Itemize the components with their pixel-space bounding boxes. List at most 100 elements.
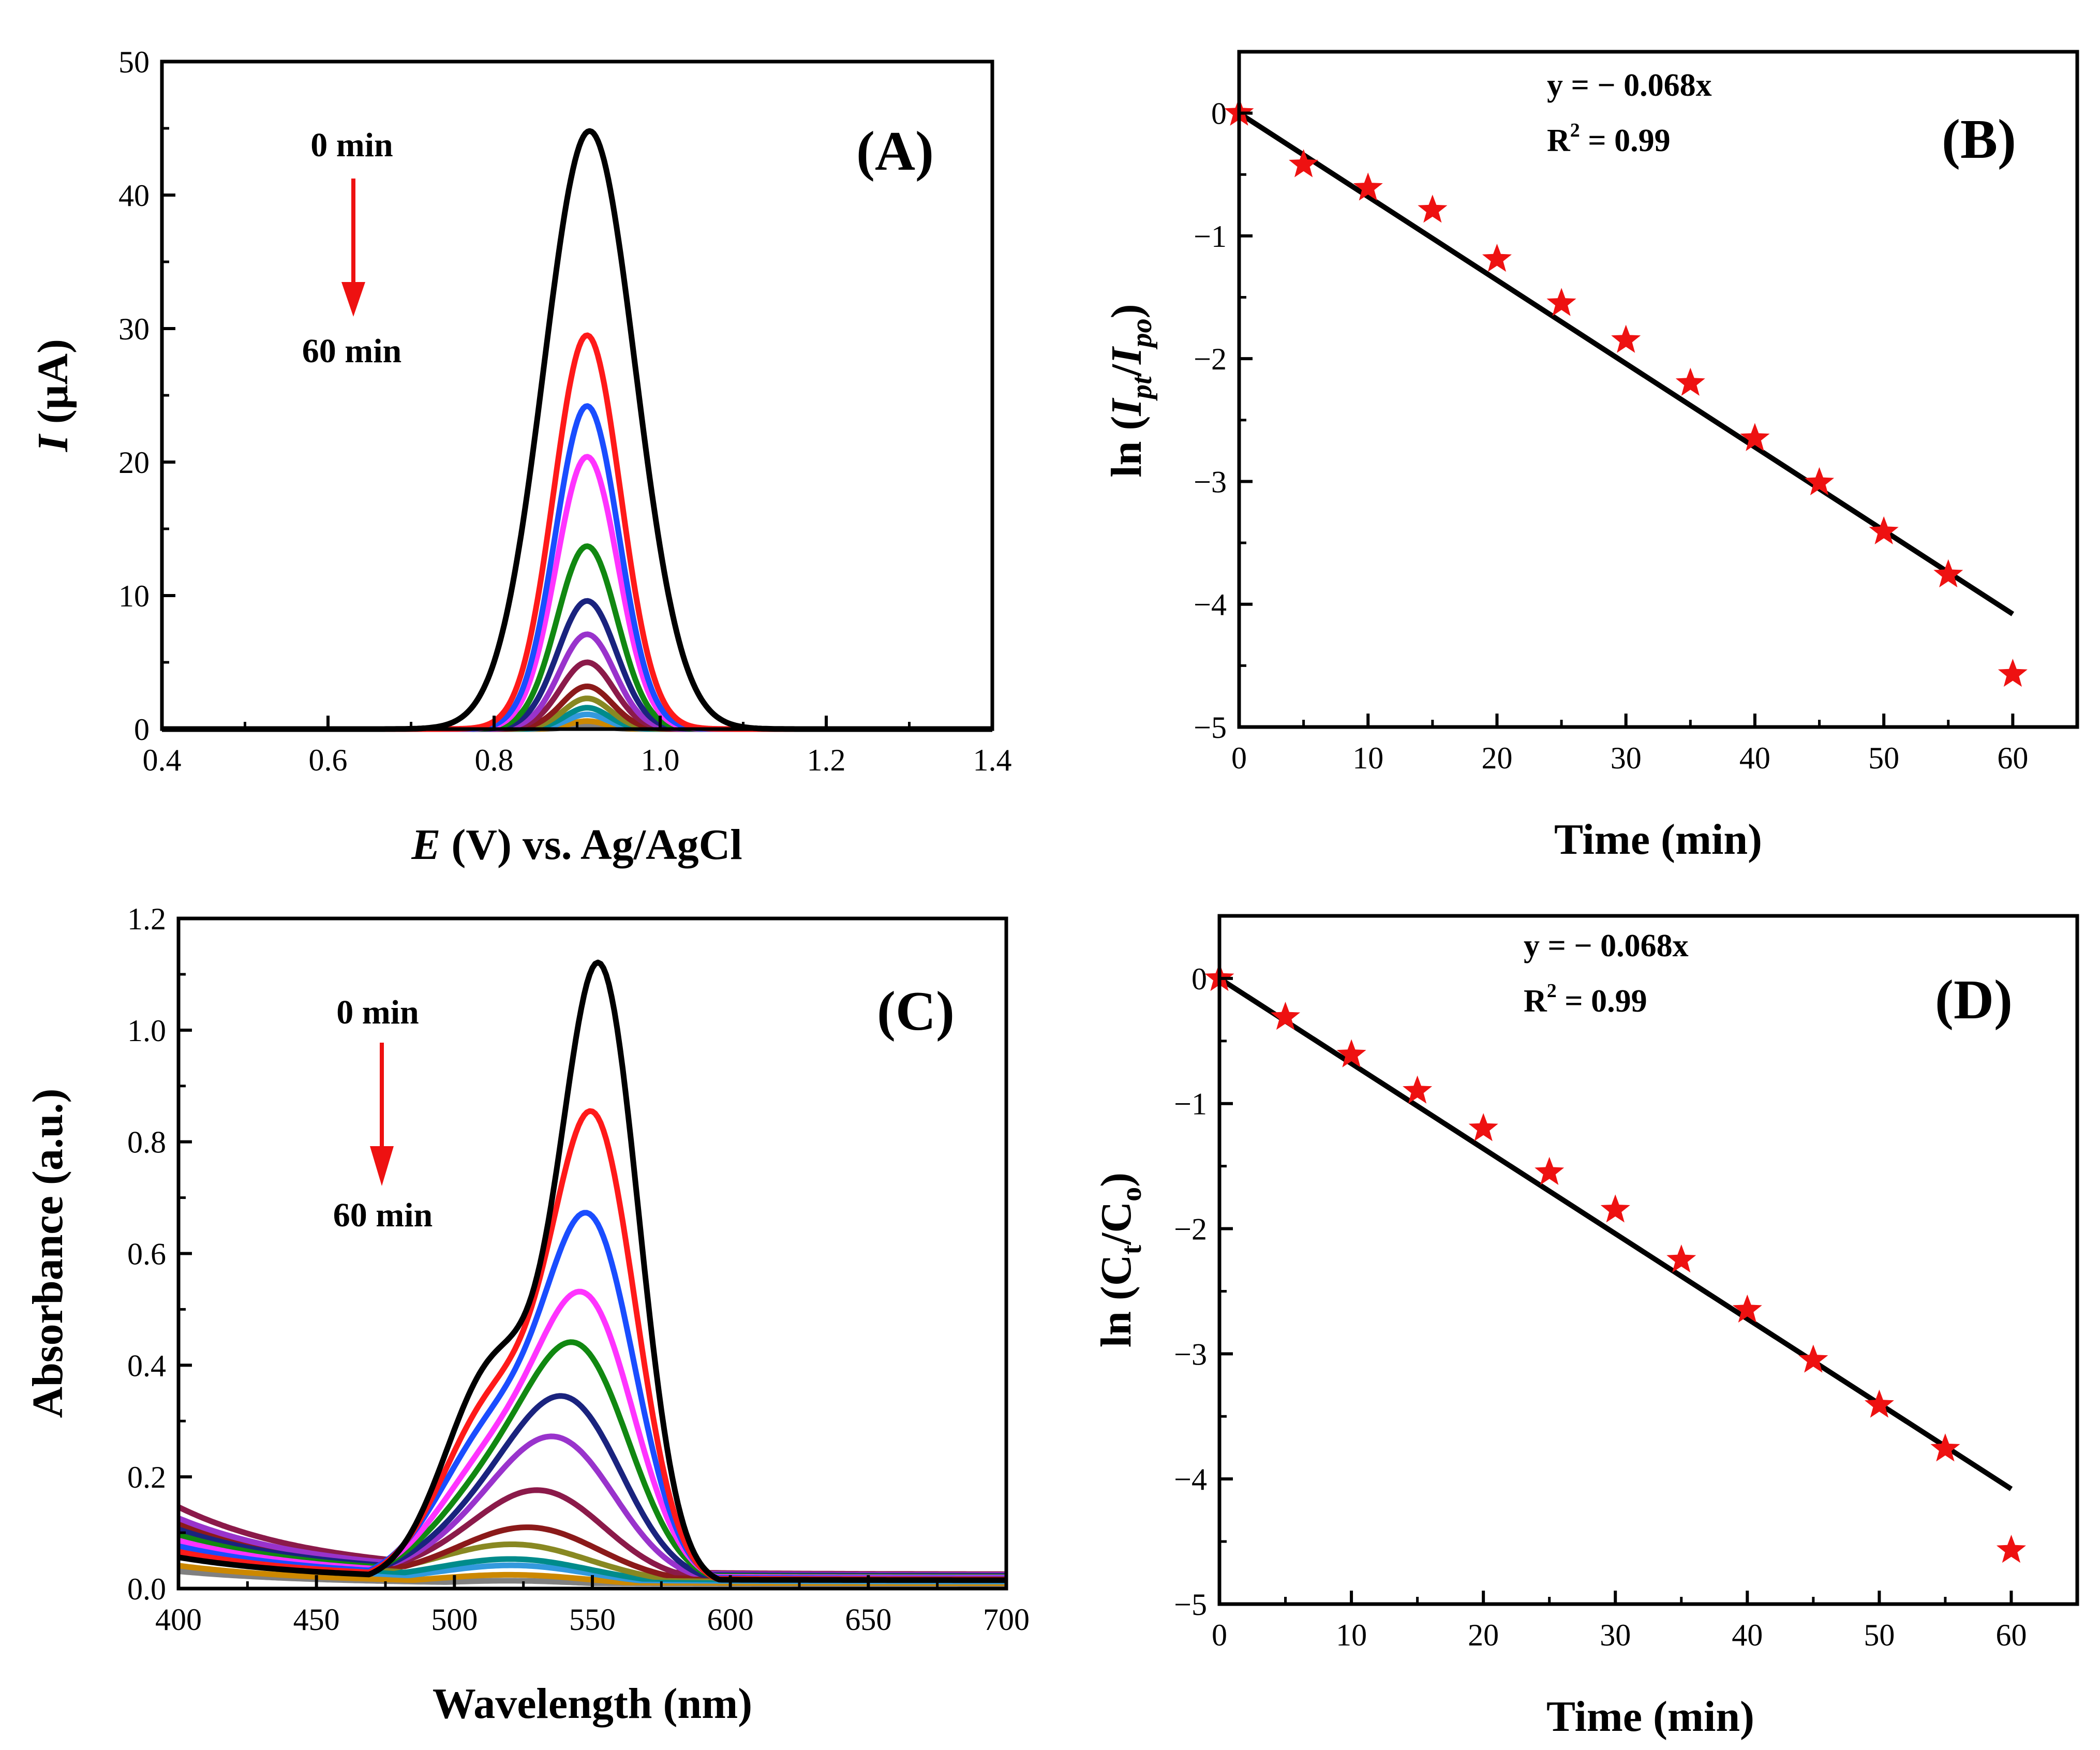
y-tick-label: 0 bbox=[1192, 962, 1207, 996]
y-tick-label: −2 bbox=[1174, 1212, 1207, 1247]
data-point-star bbox=[1798, 1344, 1828, 1373]
y-tick-label: −4 bbox=[1174, 1462, 1207, 1496]
data-point-star bbox=[1600, 1194, 1630, 1223]
x-tick-label: 0.6 bbox=[309, 743, 348, 777]
x-tick-label: 60 bbox=[1995, 1618, 2027, 1652]
panel-b-label: (B) bbox=[1942, 109, 2016, 170]
y-tick-label: −1 bbox=[1174, 1087, 1207, 1121]
panel-b-r-squared: R2 = 0.99 bbox=[1547, 120, 1671, 158]
y-tick-label: 30 bbox=[118, 312, 150, 346]
panel-c-curves bbox=[177, 959, 1007, 1587]
panel-c-annotation-bottom: 60 min bbox=[333, 1196, 433, 1234]
panel-c-x-ticks: 400 450 500 550 600 650 700 bbox=[155, 1575, 1030, 1637]
data-point-star bbox=[1535, 1156, 1565, 1185]
data-point-star bbox=[1353, 172, 1383, 201]
y-tick-label: −3 bbox=[1174, 1337, 1207, 1371]
data-point-star bbox=[1482, 244, 1512, 272]
y-tick-label: −5 bbox=[1194, 710, 1227, 745]
y-tick-label: 0.4 bbox=[127, 1348, 166, 1383]
y-tick-label: 1.0 bbox=[127, 1014, 166, 1048]
panel-b-fit-line bbox=[1238, 111, 2015, 616]
panel-d-points bbox=[1204, 962, 2026, 1563]
y-tick-label: −1 bbox=[1194, 219, 1227, 254]
x-tick-label: 50 bbox=[1864, 1618, 1895, 1652]
data-point-star bbox=[1611, 324, 1641, 353]
x-tick-label: 10 bbox=[1352, 741, 1383, 775]
data-point-star bbox=[1468, 1113, 1498, 1141]
data-point-star bbox=[1403, 1075, 1433, 1104]
data-point-star bbox=[1271, 1001, 1301, 1030]
y-tick-label: 1.2 bbox=[127, 902, 166, 936]
fit-line bbox=[1238, 111, 2015, 616]
data-point-star bbox=[1805, 467, 1835, 496]
y-tick-label: 40 bbox=[118, 179, 150, 213]
panel-c-series-line bbox=[177, 1210, 1007, 1581]
panel-b-frame bbox=[1237, 50, 2079, 729]
panel-a-label: (A) bbox=[856, 121, 934, 182]
x-tick-label: 20 bbox=[1481, 741, 1512, 775]
x-tick-label: 400 bbox=[155, 1603, 202, 1637]
x-tick-label: 60 bbox=[1997, 741, 2028, 775]
x-tick-label: 1.4 bbox=[973, 743, 1012, 777]
data-point-star bbox=[1418, 195, 1448, 223]
y-tick-label: −5 bbox=[1174, 1588, 1207, 1622]
data-point-star bbox=[1998, 659, 2028, 687]
y-tick-label: 0 bbox=[1211, 97, 1227, 131]
panel-c-x-axis-label: Wavelength (nm) bbox=[433, 1680, 752, 1728]
data-point-star bbox=[1675, 367, 1705, 396]
x-tick-label: 650 bbox=[845, 1603, 891, 1637]
x-tick-label: 50 bbox=[1868, 741, 1899, 775]
x-tick-label: 40 bbox=[1732, 1618, 1763, 1652]
panel-a: 0.4 0.6 0.8 1.0 1.2 1.4 0 10 20 30 40 50 (A) 0 min… bbox=[29, 45, 1012, 869]
data-point-star bbox=[1996, 1535, 2026, 1563]
panel-c-y-axis-label: Absorbance (a.u.) bbox=[24, 1088, 72, 1418]
panel-c: 400 450 500 550 600 650 700 0.0 0.2 0.4 0.6 0.8 1.0… bbox=[24, 902, 1030, 1728]
panel-d-x-ticks: 0 10 20 30 40 50 60 bbox=[1212, 1591, 2027, 1652]
y-tick-label: 20 bbox=[118, 446, 150, 480]
y-tick-label: 10 bbox=[118, 579, 150, 613]
data-point-star bbox=[1336, 1039, 1366, 1067]
panel-a-annotation-bottom: 60 min bbox=[302, 332, 402, 370]
panel-b-y-axis-label: ln (Ipt/Ipo) bbox=[1103, 304, 1158, 477]
data-point-star bbox=[1864, 1389, 1894, 1418]
panel-d-frame bbox=[1217, 914, 2079, 1606]
x-tick-label: 500 bbox=[431, 1603, 478, 1637]
panel-a-y-ticks: 0 10 20 30 40 50 bbox=[118, 45, 175, 747]
panel-a-annotation-top: 0 min bbox=[310, 126, 393, 164]
x-tick-label: 0 bbox=[1231, 741, 1247, 775]
data-point-star bbox=[1666, 1244, 1696, 1273]
panel-d-y-axis-label: ln (Ct/Co) bbox=[1092, 1173, 1148, 1347]
y-tick-label: −2 bbox=[1194, 342, 1227, 376]
panel-c-series-line bbox=[177, 1108, 1007, 1582]
x-tick-label: 1.0 bbox=[641, 743, 680, 777]
data-point-star bbox=[1933, 559, 1963, 588]
panel-a-y-axis-label: I (μA) bbox=[29, 339, 77, 452]
x-tick-label: 550 bbox=[569, 1603, 616, 1637]
panel-a-x-axis-label: E (V) vs. Ag/AgCl bbox=[411, 821, 742, 869]
x-tick-label: 0.8 bbox=[475, 743, 514, 777]
y-tick-label: −4 bbox=[1194, 588, 1227, 622]
data-point-star bbox=[1869, 516, 1899, 544]
panel-d-equation: y = − 0.068x bbox=[1524, 928, 1689, 963]
panel-a-x-ticks: 0.4 0.6 0.8 1.0 1.2 1.4 bbox=[143, 716, 1012, 777]
y-tick-label: −3 bbox=[1194, 465, 1227, 499]
panel-c-arrow-head bbox=[370, 1146, 394, 1186]
panel-a-series-line bbox=[161, 403, 993, 732]
panel-d-r-squared: R2 = 0.99 bbox=[1524, 980, 1647, 1019]
x-tick-label: 1.2 bbox=[807, 743, 846, 777]
panel-b-x-ticks: 0 10 20 30 40 50 60 bbox=[1231, 714, 2028, 775]
panel-a-arrow-head bbox=[341, 282, 365, 317]
data-point-star bbox=[1732, 1294, 1762, 1323]
panel-b-points bbox=[1224, 97, 2028, 687]
panel-c-y-ticks: 0.0 0.2 0.4 0.6 0.8 1.0 1.2 bbox=[127, 902, 192, 1606]
panel-d-fit-line bbox=[1218, 976, 2013, 1491]
x-tick-label: 20 bbox=[1468, 1618, 1499, 1652]
x-tick-label: 30 bbox=[1611, 741, 1642, 775]
panel-c-series-line bbox=[177, 1288, 1007, 1581]
panel-b-equation: y = − 0.068x bbox=[1547, 68, 1712, 103]
x-tick-label: 700 bbox=[983, 1603, 1030, 1637]
panel-b-x-axis-label: Time (min) bbox=[1554, 815, 1762, 864]
y-tick-label: 50 bbox=[118, 45, 150, 79]
y-tick-label: 0 bbox=[134, 713, 150, 747]
